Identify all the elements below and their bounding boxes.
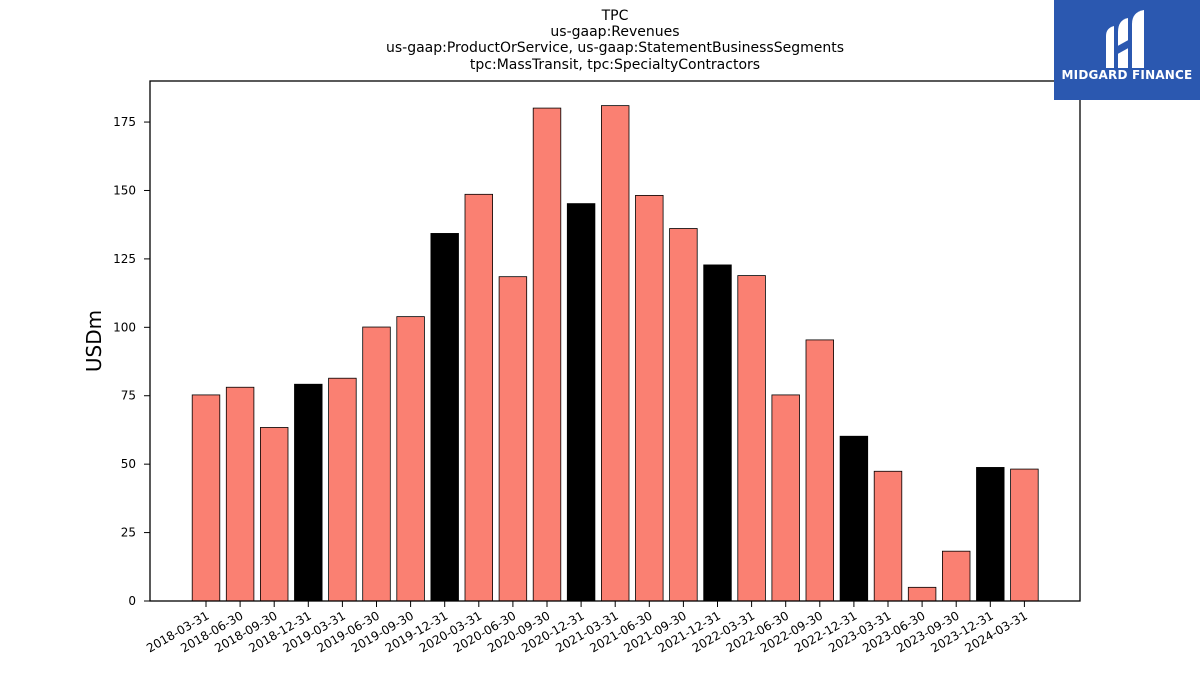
chart-title-line-3: us-gaap:ProductOrService, us-gaap:Statem… [386,40,844,56]
y-tick-label: 0 [128,594,136,608]
bar-2022-09-30 [805,339,835,602]
bar-2018-09-30 [259,427,289,602]
bar-2021-12-31 [703,264,732,602]
bar-2020-09-30 [532,107,562,602]
bar-2019-06-30 [362,326,391,602]
midgard-logo-icon [1106,10,1144,68]
y-tick-label: 175 [113,115,136,129]
bar-2018-03-31 [191,394,221,602]
brand-logo: MIDGARD FINANCE [1054,0,1200,100]
bar-2019-12-31 [430,233,459,602]
bars-layer [191,105,1039,602]
bar-2019-09-30 [396,316,425,602]
bar-2020-12-31 [566,203,596,602]
bar-2018-12-31 [294,383,323,602]
bar-2022-12-31 [839,435,869,602]
chart-title-line-2: us-gaap:Revenues [550,24,679,40]
bar-2019-03-31 [328,377,357,602]
bar-2023-06-30 [907,586,937,602]
y-tick-label: 75 [121,389,136,403]
y-tick-label: 50 [121,457,136,471]
y-axis-label: USDm [82,310,106,372]
y-tick-label: 150 [113,183,136,197]
bar-2018-06-30 [225,386,255,602]
bar-2020-03-31 [464,193,494,602]
bar-2022-06-30 [771,394,800,602]
y-tick-label: 25 [121,526,136,540]
bar-2023-03-31 [873,470,903,602]
bar-2021-09-30 [669,228,698,602]
bar-2024-03-31 [1010,468,1039,602]
bar-2022-03-31 [737,275,766,602]
x-axis-ticks: 2018-03-312018-06-302018-09-302018-12-31… [144,601,1030,655]
bar-2021-03-31 [601,105,630,602]
y-tick-label: 100 [113,320,136,334]
bar-2023-09-30 [942,550,971,602]
plot-frame [149,80,1081,602]
y-tick-label: 125 [113,252,136,266]
bar-2020-06-30 [498,276,528,602]
chart-title-line-4: tpc:MassTransit, tpc:SpecialtyContractor… [470,57,760,73]
logo-text: MIDGARD FINANCE [1061,68,1193,82]
chart-title: TPC us-gaap:Revenues us-gaap:ProductOrSe… [386,8,844,73]
bar-2023-12-31 [976,467,1005,602]
chart-title-line-1: TPC [601,8,629,24]
y-axis-ticks: 0 25 50 75 100 125 150 175 [113,115,150,608]
bar-2021-06-30 [635,194,664,602]
